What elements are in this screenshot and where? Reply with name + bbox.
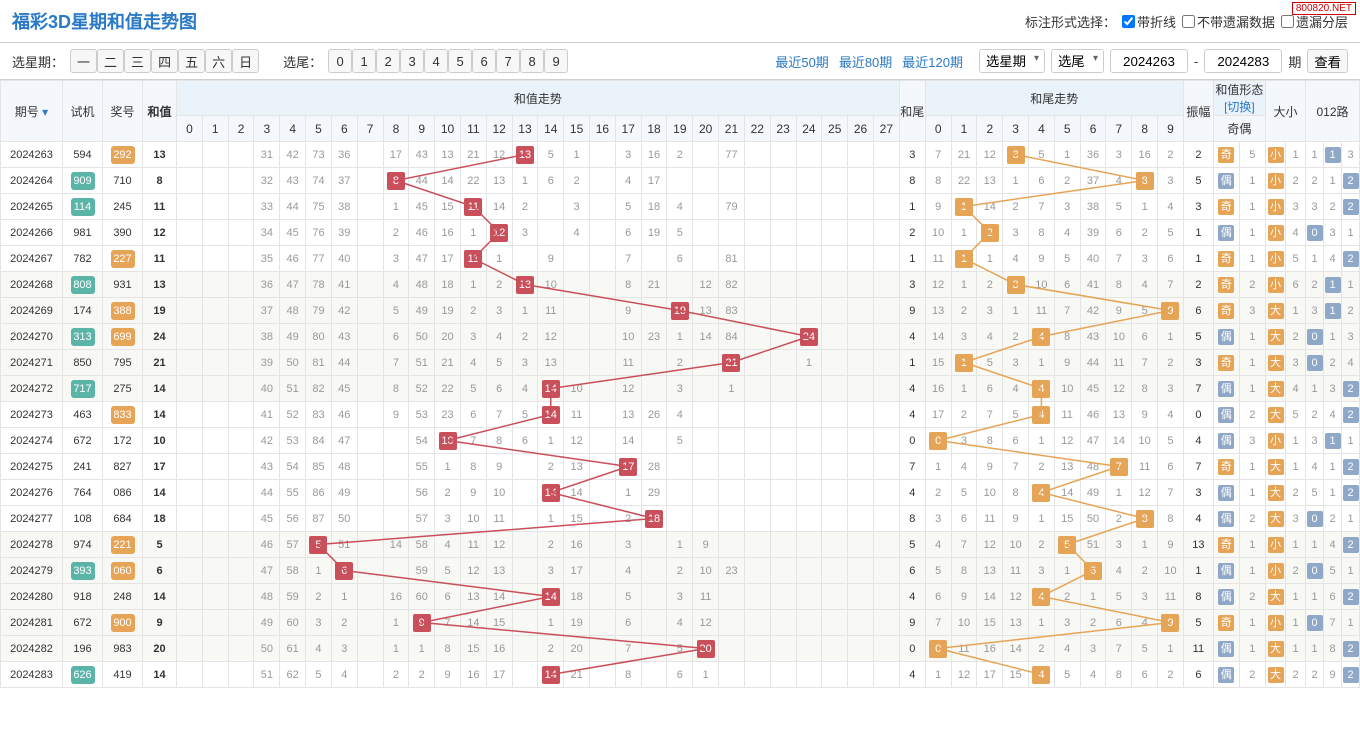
table-row: 2024263594292133142733617431321121351316…	[1, 142, 1360, 168]
tail-btn[interactable]: 6	[472, 49, 496, 73]
table-row: 2024276764086144455864956291014141294251…	[1, 480, 1360, 506]
tail-btn[interactable]: 8	[520, 49, 544, 73]
table-row: 2024274672172104253844754107861121450038…	[1, 428, 1360, 454]
table-row: 2024273463833144152834695323675141113264…	[1, 402, 1360, 428]
tail-btn[interactable]: 0	[328, 49, 352, 73]
week-btn[interactable]: 六	[205, 49, 232, 73]
table-row: 2024279393060647581659512133174210236581…	[1, 558, 1360, 584]
watermark: 800820.NET	[1292, 2, 1356, 15]
table-row: 2024268808931133647784144818121310821128…	[1, 272, 1360, 298]
tail-btn[interactable]: 1	[352, 49, 376, 73]
period-to[interactable]	[1204, 49, 1282, 73]
table-row: 2024283626419145162542291617142186141121…	[1, 662, 1360, 688]
cb-no-miss[interactable]: 不带遗漏数据	[1182, 12, 1275, 31]
recent-link[interactable]: 最近120期	[902, 55, 963, 70]
table-row: 2024272717275144051824585222564141012314…	[1, 376, 1360, 402]
cb-polyline[interactable]: 带折线	[1122, 12, 1176, 31]
week-btn[interactable]: 二	[97, 49, 124, 73]
dd-tail[interactable]: 选尾	[1051, 49, 1104, 73]
recent-link[interactable]: 最近80期	[839, 55, 892, 70]
table-row: 2024270313699243849804365020342121023114…	[1, 324, 1360, 350]
table-row: 2024267782227113546774034717111976811111…	[1, 246, 1360, 272]
table-row: 2024280918248144859211660613141418531146…	[1, 584, 1360, 610]
trend-table: 期号 ▾ 试机 奖号 和值 和值走势 和尾 和尾走势 振幅 和值形态 [切换] …	[0, 80, 1360, 688]
page-title: 福彩3D星期和值走势图	[12, 8, 197, 34]
table-row: 2024277108684184556875057310111152188361…	[1, 506, 1360, 532]
dd-week[interactable]: 选星期	[979, 49, 1045, 73]
tail-btn[interactable]: 4	[424, 49, 448, 73]
tail-btn[interactable]: 3	[400, 49, 424, 73]
table-row: 2024269174388193748794254919231119191383…	[1, 298, 1360, 324]
controls-label: 标注形式选择：	[1025, 12, 1116, 31]
dash: -	[1194, 54, 1198, 69]
week-btn[interactable]: 日	[232, 49, 259, 73]
tail-btn[interactable]: 9	[544, 49, 568, 73]
tail-btn[interactable]: 7	[496, 49, 520, 73]
table-row: 2024266981390123445763924616112346195210…	[1, 220, 1360, 246]
table-row: 2024281672900949603219714151196412971015…	[1, 610, 1360, 636]
week-btn[interactable]: 五	[178, 49, 205, 73]
week-btn[interactable]: 一	[70, 49, 97, 73]
recent-link[interactable]: 最近50期	[775, 55, 828, 70]
tail-btn[interactable]: 5	[448, 49, 472, 73]
week-btn[interactable]: 四	[151, 49, 178, 73]
table-row: 2024264909710832437437844142213162417882…	[1, 168, 1360, 194]
table-row: 2024278974221546575511458411122163195471…	[1, 532, 1360, 558]
table-row: 2024282196983205061431181516220752000111…	[1, 636, 1360, 662]
table-row: 2024271850795213950814475121453131122111…	[1, 350, 1360, 376]
table-row: 2024265114245113344753814515111423518479…	[1, 194, 1360, 220]
view-button[interactable]: 查看	[1307, 49, 1348, 73]
period-from[interactable]	[1110, 49, 1188, 73]
qi-label: 期	[1288, 52, 1301, 71]
table-row: 2024275241827174354854855189213172871497…	[1, 454, 1360, 480]
week-btn[interactable]: 三	[124, 49, 151, 73]
sel-tail-label: 选尾：	[283, 52, 322, 71]
tail-btn[interactable]: 2	[376, 49, 400, 73]
sel-week-label: 选星期：	[12, 52, 64, 71]
